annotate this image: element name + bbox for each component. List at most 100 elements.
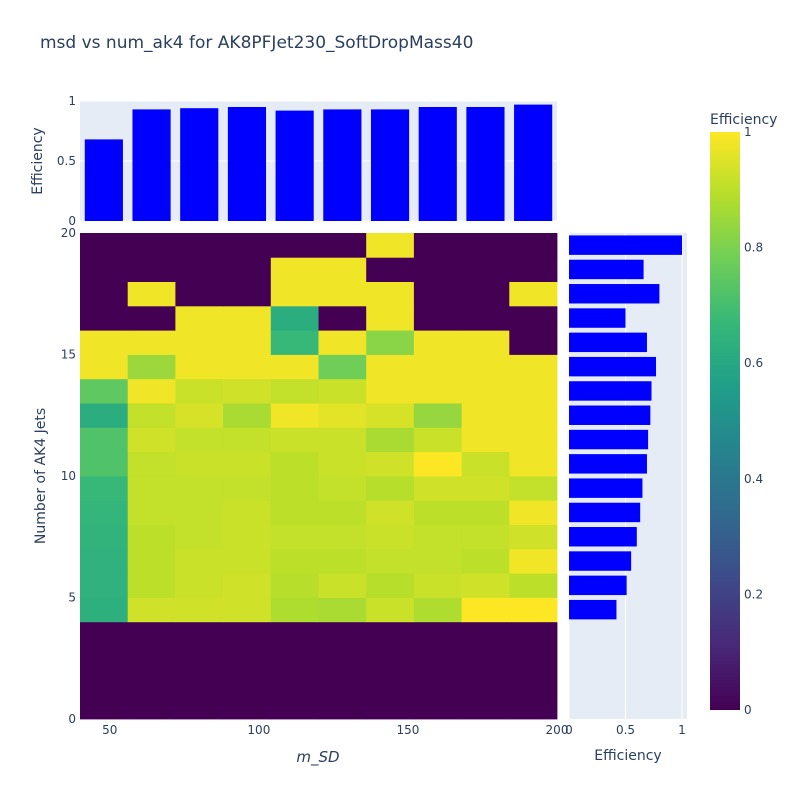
heatmap-cell: [413, 257, 462, 282]
right-bar: [569, 259, 644, 280]
y-tick-label: 0: [68, 712, 76, 726]
heatmap-cell: [366, 330, 415, 355]
heatmap-cell: [175, 548, 224, 574]
top-bar: [514, 104, 553, 221]
heatmap-cell: [318, 233, 367, 258]
heatmap-cell: [223, 573, 272, 598]
right-bar: [569, 429, 649, 450]
heatmap-cell: [366, 476, 415, 501]
heatmap-cell: [80, 233, 129, 258]
heatmap-cell: [509, 597, 558, 623]
heatmap-cell: [461, 573, 510, 598]
heatmap-cell: [366, 257, 415, 282]
heatmap-cell: [270, 378, 319, 404]
heatmap-cell: [127, 524, 176, 550]
heatmap-cell: [318, 354, 367, 380]
heatmap-cell: [366, 354, 415, 380]
x-tick-label: 200: [546, 723, 569, 737]
right-bar: [569, 356, 657, 377]
heatmap-cell: [366, 621, 415, 720]
heatmap-cell: [413, 573, 462, 598]
right-x-tick-label: 1: [678, 723, 686, 737]
heatmap-cell: [461, 354, 510, 380]
top-bar: [370, 109, 410, 221]
top-y-tick-label: 0.5: [57, 154, 76, 168]
right-bar: [569, 478, 643, 498]
heatmap-cell: [318, 378, 367, 404]
heatmap-cell: [80, 621, 129, 720]
heatmap-cell: [461, 451, 510, 477]
heatmap-cell: [175, 257, 224, 282]
top-y-tick-label: 0: [68, 214, 76, 228]
heatmap-cell: [509, 330, 558, 355]
heatmap-cell: [413, 548, 462, 574]
heatmap-cell: [270, 403, 319, 428]
right-bar: [569, 381, 652, 401]
heatmap-cell: [509, 233, 558, 258]
heatmap-cell: [318, 305, 367, 331]
heatmap-cell: [127, 548, 176, 574]
heatmap-cell: [175, 403, 224, 428]
heatmap-cell: [509, 476, 558, 501]
heatmap-cell: [127, 378, 176, 404]
right-bar: [569, 235, 682, 255]
heatmap-cell: [413, 403, 462, 428]
right-x-tick-label: 0.5: [616, 723, 635, 737]
heatmap-cell: [223, 305, 272, 331]
heatmap-cell: [509, 451, 558, 477]
heatmap-cell: [270, 621, 319, 720]
heatmap-cell: [175, 500, 224, 525]
heatmap-cell: [80, 305, 129, 331]
colorbar: [710, 132, 740, 710]
heatmap-cell: [413, 451, 462, 477]
heatmap-cell: [175, 524, 224, 550]
heatmap-cell: [127, 233, 176, 258]
heatmap-cell: [366, 524, 415, 550]
heatmap-cell: [270, 330, 319, 355]
heatmap-cell: [366, 597, 415, 623]
heatmap-cell: [223, 597, 272, 623]
heatmap-cell: [366, 233, 415, 258]
heatmap-cell: [175, 281, 224, 307]
heatmap-cell: [318, 451, 367, 477]
heatmap-cell: [509, 281, 558, 307]
right-marginal-xlabel: Efficiency: [594, 748, 661, 764]
y-axis-ticks: 0 5 10 15 20: [61, 226, 76, 726]
heatmap-cell: [270, 500, 319, 525]
x-tick-label: 100: [247, 723, 270, 737]
colorbar-title: Efficiency: [710, 112, 777, 128]
colorbar-tick-label: 1: [744, 125, 752, 139]
heatmap-cell: [127, 257, 176, 282]
heatmap-cell: [318, 621, 367, 720]
heatmap-cell: [509, 378, 558, 404]
heatmap-cell: [127, 330, 176, 355]
heatmap-cell: [80, 403, 129, 428]
heatmap-cell: [223, 500, 272, 525]
heatmap-cell: [413, 281, 462, 307]
heatmap-cell: [366, 548, 415, 574]
heatmap-cell: [461, 597, 510, 623]
heatmap-cell: [318, 524, 367, 550]
heatmap-cell: [461, 403, 510, 428]
heatmap-cell: [127, 621, 176, 720]
heatmap-cell: [223, 403, 272, 428]
heatmap-cell: [127, 427, 176, 453]
heatmap-cell: [461, 257, 510, 282]
heatmap-cell: [223, 233, 272, 258]
heatmap-cell: [318, 257, 367, 282]
heatmap-cell: [461, 233, 510, 258]
top-marginal-bars: [84, 104, 553, 221]
heatmap-cell: [461, 378, 510, 404]
heatmap-cell: [223, 621, 272, 720]
heatmap-cell: [413, 354, 462, 380]
heatmap-cell: [461, 621, 510, 720]
top-y-tick-label: 1: [68, 94, 76, 108]
heatmap-cell: [413, 427, 462, 453]
heatmap-cell: [413, 524, 462, 550]
x-tick-label: 150: [396, 723, 419, 737]
right-bar: [569, 575, 627, 596]
heatmap-cell: [509, 621, 558, 720]
colorbar-ticks: 0 0.2 0.4 0.6 0.8 1: [744, 125, 763, 717]
heatmap-cell: [366, 378, 415, 404]
